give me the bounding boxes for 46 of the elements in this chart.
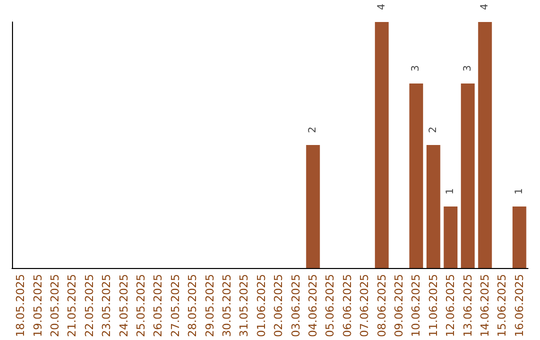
x-tick-label: 19.05.2025 <box>31 274 44 338</box>
x-tick-label: 30.05.2025 <box>220 274 234 338</box>
x-tick-label: 08.06.2025 <box>375 274 388 338</box>
x-tick-label: 29.05.2025 <box>203 274 216 338</box>
data-label: 2 <box>428 126 439 134</box>
bar <box>426 145 440 268</box>
data-label: 3 <box>410 65 422 72</box>
x-tick-label: 13.06.2025 <box>461 274 474 338</box>
x-tick-label: 31.05.2025 <box>238 274 251 338</box>
data-label: 3 <box>462 65 474 72</box>
x-tick-label: 20.05.2025 <box>48 274 62 338</box>
bar <box>374 22 389 268</box>
data-label: 1 <box>445 188 456 195</box>
x-tick-label: 11.06.2025 <box>426 274 440 338</box>
data-label: 4 <box>376 4 388 10</box>
data-label: 4 <box>480 4 490 10</box>
x-tick-label: 22.05.2025 <box>82 274 96 338</box>
x-tick-label: 01.06.2025 <box>254 274 268 338</box>
x-tick-label: 07.06.2025 <box>358 274 372 338</box>
bar <box>409 84 424 268</box>
x-tick-label: 24.05.2025 <box>117 274 130 338</box>
x-tick-label: 25.05.2025 <box>134 274 148 338</box>
bar <box>512 206 526 268</box>
x-tick-label: 02.06.2025 <box>272 274 286 338</box>
data-label: 2 <box>308 126 318 134</box>
x-tick-label: 06.06.2025 <box>340 274 354 338</box>
bar <box>478 22 492 268</box>
x-tick-label: 18.05.2025 <box>14 274 28 338</box>
x-tick-label: 23.05.2025 <box>100 274 114 338</box>
x-tick-label: 21.05.2025 <box>66 274 79 338</box>
x-tick-label: 14.06.2025 <box>478 274 492 338</box>
x-tick-label: 05.06.2025 <box>324 274 337 338</box>
x-tick-label: 09.06.2025 <box>392 274 406 338</box>
bar <box>460 84 475 268</box>
x-tick-label: 03.06.2025 <box>289 274 302 338</box>
bar <box>444 206 458 268</box>
data-label: 1 <box>514 188 525 195</box>
x-tick-label: 12.06.2025 <box>444 274 458 338</box>
x-tick-label: 04.06.2025 <box>306 274 320 338</box>
x-tick-label: 27.05.2025 <box>168 274 182 338</box>
x-tick-label: 26.05.2025 <box>152 274 165 338</box>
x-tick-label: 10.06.2025 <box>410 274 423 338</box>
x-tick-label: 16.06.2025 <box>512 274 526 338</box>
x-tick-label: 15.06.2025 <box>496 274 509 338</box>
bar <box>306 145 320 268</box>
x-tick-label: 28.05.2025 <box>186 274 200 338</box>
